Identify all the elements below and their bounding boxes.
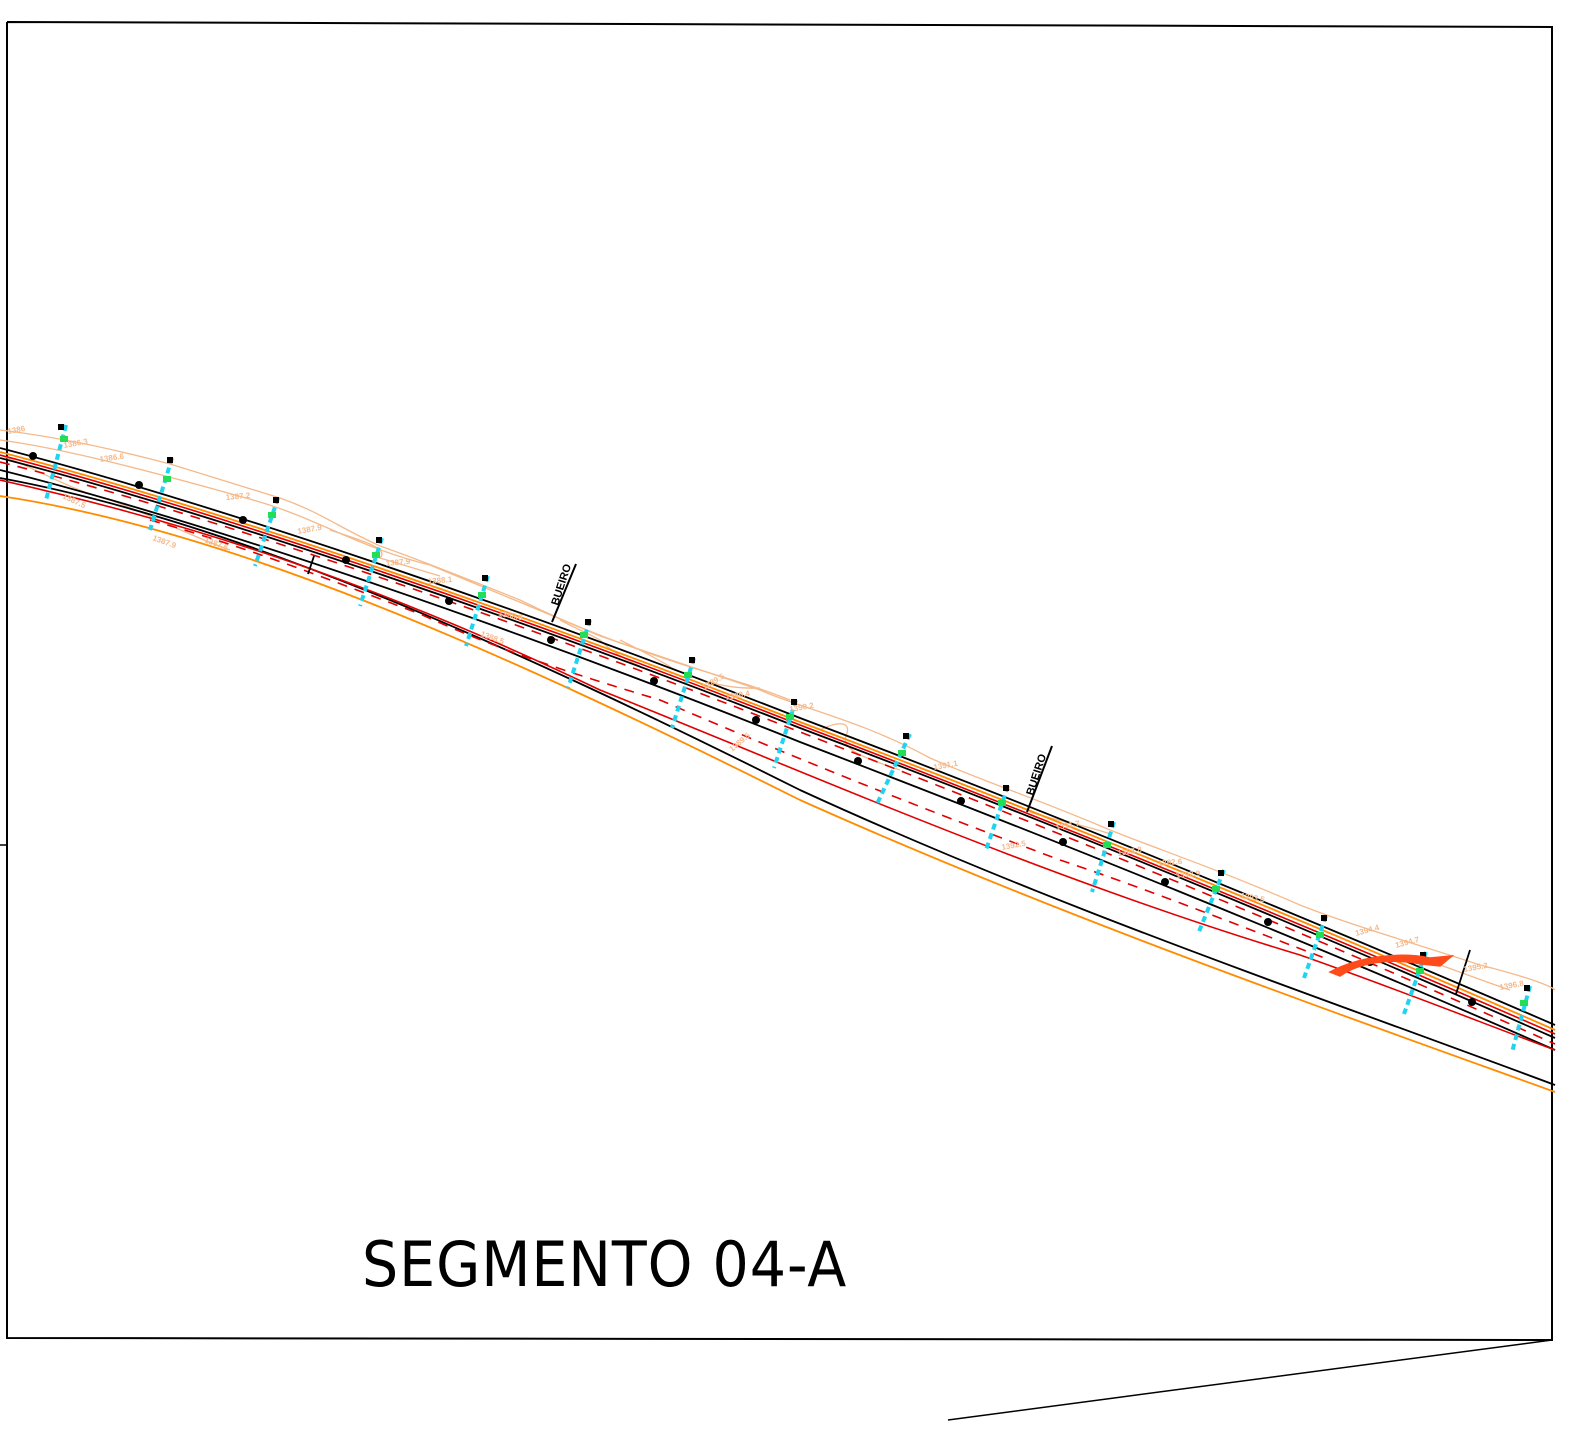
contour-label: 1396.8 [1499, 979, 1525, 992]
contour-label: 1388.1 [427, 575, 453, 586]
contour-label: 1387.9 [297, 523, 323, 536]
station-dot [1161, 878, 1169, 886]
survey-marker [670, 657, 696, 729]
station-dot [342, 556, 350, 564]
contour-label: 1388.6 [498, 609, 524, 622]
survey-marker [1090, 821, 1116, 893]
contour-label: 1386 [7, 424, 27, 436]
offset-line-lower [0, 495, 1556, 1093]
station-dot [445, 597, 453, 605]
contour-line [559, 619, 641, 667]
survey-marker [1302, 915, 1328, 979]
culvert-label: BUEIRO [549, 562, 574, 607]
frame-border [6, 21, 1553, 1342]
contour-label: 1387.9 [385, 557, 411, 568]
survey-marker [358, 537, 384, 607]
contour-label: 1392.5 [1001, 839, 1027, 852]
survey-marker [253, 497, 280, 567]
contour-label: 1386.3 [63, 437, 89, 450]
contour-label: 1391.7 [1055, 819, 1081, 832]
offset-lines [0, 451, 1556, 1093]
survey-marker [1196, 869, 1226, 935]
contour-label: 1392.9 [1175, 869, 1201, 880]
axis-line-dashed [0, 461, 1556, 1045]
contour-label: 1390.2 [789, 701, 815, 714]
survey-marker [148, 457, 174, 531]
flow-arrow [1328, 954, 1455, 977]
station-dot [135, 481, 143, 489]
survey-marker [566, 619, 592, 689]
flow-arrow-shape [1328, 954, 1455, 977]
station-dot [650, 677, 658, 685]
survey-marker [984, 785, 1010, 851]
road-edge-upper-inner [0, 457, 1556, 1039]
ticks [307, 555, 1471, 995]
contour-label: 1395.2 [1463, 961, 1489, 974]
station-dot [1059, 838, 1067, 846]
axis-line-upper [0, 454, 1556, 1035]
offset-line-upper [0, 451, 1556, 1031]
contour-label: 1392.8 [1117, 845, 1143, 858]
contour-label: 1393.5 [1240, 891, 1266, 904]
frame-diagonal [947, 1339, 1553, 1421]
contour-label: 1389.4 [725, 689, 751, 702]
survey-marker [464, 575, 490, 647]
contour-label: 1387.2 [225, 491, 251, 502]
contour-label: 1391.1 [933, 759, 959, 772]
axis-lines [0, 454, 1556, 1051]
contour-line [329, 529, 441, 577]
survey-markers [44, 424, 1532, 1053]
road-edge-top [0, 447, 1556, 1026]
contour-label: 1386.6 [99, 452, 125, 464]
station-dot [1264, 918, 1272, 926]
culvert-leader [1026, 745, 1053, 813]
station-dot [547, 636, 555, 644]
road-edge-lower-inner [0, 469, 1556, 1051]
road-edge-outer [0, 477, 1556, 1086]
contour-label: 1394.7 [1394, 935, 1420, 950]
segment-title: SEGMENTO 04-A [362, 1228, 848, 1301]
axis-line-lower [0, 479, 1556, 1051]
axis-line-lower-dashed [149, 519, 1331, 961]
station-dot [854, 757, 862, 765]
survey-marker [44, 424, 68, 501]
station-markers [29, 452, 1476, 1006]
station-dot [239, 516, 247, 524]
station-dot [957, 797, 965, 805]
culvert-leader [551, 563, 577, 623]
survey-marker [1510, 985, 1532, 1053]
station-dot [752, 716, 760, 724]
tick-mark [1455, 949, 1471, 995]
tick-mark [307, 555, 315, 575]
road-edges [0, 447, 1556, 1086]
station-dot [29, 452, 37, 460]
sheet-frame [0, 21, 1553, 1421]
contour-label: 1392.6 [1157, 857, 1183, 868]
culvert-label: BUEIRO [1024, 752, 1049, 797]
survey-marker [772, 699, 798, 769]
culverts: BUEIRO BUEIRO [549, 562, 1053, 813]
survey-marker [874, 733, 912, 807]
station-dot [1468, 998, 1476, 1006]
